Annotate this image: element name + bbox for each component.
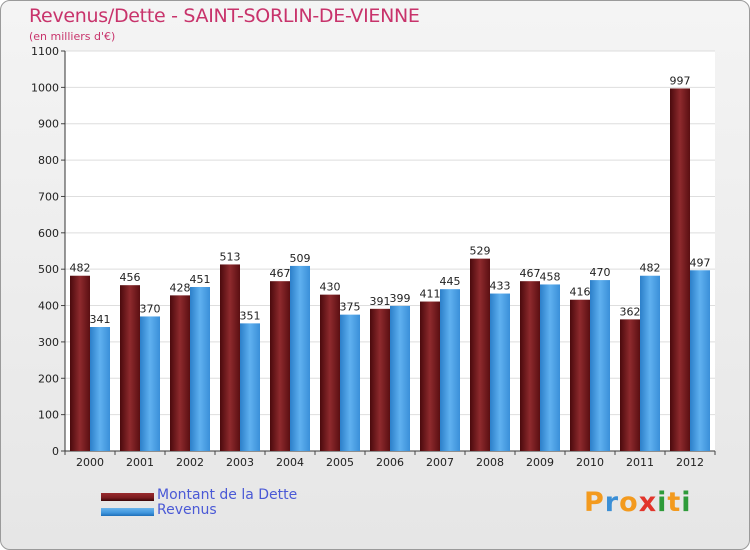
- bar-dette: [270, 281, 290, 451]
- logo-letter: r: [604, 487, 620, 518]
- x-tick-label: 2004: [276, 456, 304, 469]
- bar-dette: [320, 294, 340, 451]
- bar-dette: [70, 275, 90, 451]
- legend-swatch-revenus: [101, 508, 154, 516]
- bar-dette: [620, 319, 640, 451]
- bar-dette: [520, 281, 540, 451]
- y-tick-label: 400: [38, 300, 59, 313]
- x-tick-label: 2006: [376, 456, 404, 469]
- x-tick-label: 2000: [76, 456, 104, 469]
- y-tick-label: 300: [38, 336, 59, 349]
- bar-dette: [220, 264, 240, 451]
- y-tick-label: 800: [38, 154, 59, 167]
- y-tick-label: 1000: [31, 81, 59, 94]
- bar-revenus: [390, 305, 410, 451]
- proxiti-logo: Proxiti: [584, 487, 692, 518]
- data-label-revenus: 482: [640, 262, 661, 275]
- x-tick-label: 2007: [426, 456, 454, 469]
- logo-letter: x: [638, 487, 658, 518]
- data-label-dette: 428: [170, 281, 191, 294]
- logo-letter: i: [657, 487, 668, 518]
- x-tick-label: 2005: [326, 456, 354, 469]
- data-label-revenus: 497: [690, 256, 711, 269]
- chart-title: Revenus/Dette - SAINT-SORLIN-DE-VIENNE: [29, 5, 420, 27]
- logo-letter: i: [681, 487, 692, 518]
- data-label-revenus: 458: [540, 270, 561, 283]
- bar-dette: [570, 299, 590, 451]
- x-tick-label: 2011: [626, 456, 654, 469]
- logo-letter: t: [667, 487, 682, 518]
- logo-letter: o: [619, 487, 639, 518]
- data-label-revenus: 433: [490, 280, 511, 293]
- data-label-revenus: 470: [590, 266, 611, 279]
- bar-dette: [670, 88, 690, 452]
- y-tick-label: 500: [38, 263, 59, 276]
- bar-revenus: [140, 316, 160, 451]
- data-label-revenus: 370: [140, 302, 161, 315]
- x-tick-label: 2009: [526, 456, 554, 469]
- data-label-dette: 467: [270, 267, 291, 280]
- y-tick-label: 900: [38, 118, 59, 131]
- x-tick-label: 2001: [126, 456, 154, 469]
- x-tick-label: 2003: [226, 456, 254, 469]
- bar-revenus: [340, 314, 360, 451]
- bar-dette: [470, 258, 490, 451]
- bar-revenus: [440, 289, 460, 451]
- data-label-dette: 430: [320, 281, 341, 294]
- data-label-dette: 482: [70, 262, 91, 275]
- bar-dette: [370, 308, 390, 451]
- data-label-revenus: 341: [90, 313, 111, 326]
- data-label-revenus: 399: [390, 292, 411, 305]
- bar-dette: [120, 285, 140, 451]
- data-label-dette: 467: [520, 267, 541, 280]
- bar-revenus: [190, 287, 210, 451]
- y-tick-label: 0: [52, 445, 59, 458]
- data-label-dette: 513: [220, 250, 241, 263]
- y-tick-label: 600: [38, 227, 59, 240]
- bar-revenus: [490, 293, 510, 451]
- y-tick-label: 700: [38, 190, 59, 203]
- data-label-dette: 391: [370, 295, 391, 308]
- data-label-revenus: 451: [190, 273, 211, 286]
- bar-dette: [420, 301, 440, 451]
- data-label-dette: 529: [470, 245, 491, 258]
- bar-revenus: [240, 323, 260, 451]
- x-tick-label: 2002: [176, 456, 204, 469]
- data-label-revenus: 509: [290, 252, 311, 265]
- data-label-dette: 362: [620, 305, 641, 318]
- logo-letter: P: [584, 487, 605, 518]
- data-label-dette: 997: [670, 74, 691, 87]
- x-tick-label: 2010: [576, 456, 604, 469]
- x-tick-label: 2012: [676, 456, 704, 469]
- data-label-revenus: 445: [440, 275, 461, 288]
- legend-label-revenus: Revenus: [157, 502, 217, 518]
- data-label-revenus: 375: [340, 301, 361, 314]
- bar-revenus: [90, 327, 110, 451]
- bar-revenus: [590, 280, 610, 451]
- legend-swatch-dette: [101, 493, 154, 501]
- y-tick-label: 100: [38, 409, 59, 422]
- y-tick-label: 200: [38, 372, 59, 385]
- bar-dette: [170, 295, 190, 451]
- legend-label-dette: Montant de la Dette: [157, 487, 298, 503]
- data-label-revenus: 351: [240, 309, 261, 322]
- bar-revenus: [290, 265, 310, 451]
- bar-revenus: [540, 284, 560, 451]
- bar-revenus: [640, 275, 660, 451]
- data-label-dette: 416: [570, 286, 591, 299]
- data-label-dette: 456: [120, 271, 141, 284]
- y-tick-label: 1100: [31, 45, 59, 58]
- x-tick-label: 2008: [476, 456, 504, 469]
- bar-revenus: [690, 270, 710, 451]
- chart-subtitle: (en milliers d'€): [29, 30, 116, 43]
- data-label-dette: 411: [420, 288, 441, 301]
